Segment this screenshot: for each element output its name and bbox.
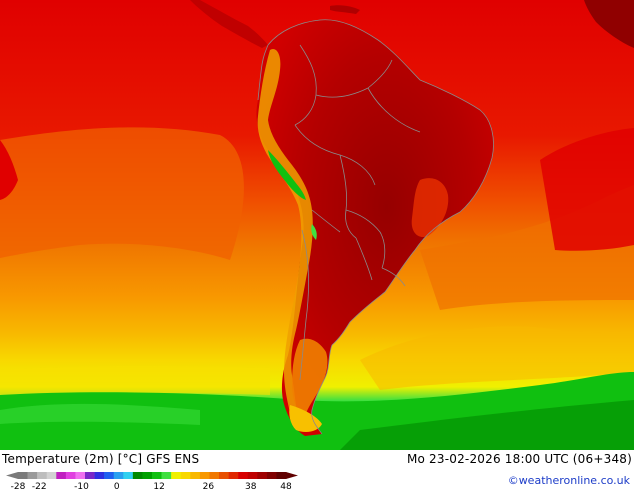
africa-west-tip (584, 0, 634, 48)
colorbar-cell (56, 472, 67, 479)
colorbar-tick-label: -28 (11, 482, 26, 490)
map-title: Temperature (2m) [°C] GFS ENS (2, 452, 200, 466)
andes-strip (257, 48, 313, 421)
colorbar-ticks: -28 -22 -10 0 12 26 38 48 (11, 482, 292, 490)
temperature-colorbar: -28 -22 -10 0 12 26 38 48 (6, 472, 298, 490)
ocean-lightgreen-west (0, 403, 200, 425)
colorbar-cell (199, 472, 210, 479)
brazil-highland (411, 178, 449, 238)
colorbar-cell (190, 472, 201, 479)
colorbar-cell (65, 472, 76, 479)
colorbar-arrow-low (6, 472, 18, 479)
colorbar-cell (37, 472, 48, 479)
colorbar-tick-label: -22 (32, 482, 47, 490)
colorbar-arrow-high (286, 472, 298, 479)
tierra-del-fuego (289, 405, 322, 432)
ocean-orange-southeast (360, 326, 634, 390)
colorbar-cell (46, 472, 57, 479)
andes-green-patch (268, 150, 306, 200)
ocean-warm-band-west (0, 127, 244, 260)
andes-green-patch-south (311, 224, 317, 240)
colorbar-tick-label: 12 (153, 482, 164, 490)
colorbar-cell (276, 472, 287, 479)
colorbar-cell (238, 472, 249, 479)
colorbar-cell (180, 472, 191, 479)
colorbar-cell (104, 472, 115, 479)
temperature-map (0, 0, 634, 450)
colorbar-cell (247, 472, 258, 479)
credit-link[interactable]: ©weatheronline.co.uk (507, 474, 630, 487)
ocean-hot-east (540, 128, 634, 251)
colorbar-cell (18, 472, 28, 479)
ocean-darkgreen-south (340, 400, 634, 450)
colorbar-cell (152, 472, 162, 479)
colorbar-cell (142, 472, 153, 479)
colorbar-cell (85, 472, 95, 479)
south-america-landmass (256, 19, 494, 436)
colorbar-tick-label: 0 (114, 482, 120, 490)
patagonia-cooler (292, 338, 328, 420)
valid-time: Mo 23-02-2026 18:00 UTC (06+348) (406, 452, 632, 466)
colorbar-cell (27, 472, 38, 479)
central-america (190, 0, 268, 48)
coast-small-hot (0, 140, 18, 200)
colorbar-cell (257, 472, 268, 479)
caribbean-islands (330, 5, 360, 14)
colorbar-cell (123, 472, 134, 479)
colorbar-tick-label: 48 (280, 482, 292, 490)
colorbar-cell (113, 472, 124, 479)
ocean-yellow-south (0, 365, 270, 395)
colorbar-cell (228, 472, 239, 479)
country-borders (257, 19, 494, 435)
colorbar-cell (266, 472, 277, 479)
colorbar-cell (94, 472, 105, 479)
colorbar-cell (219, 472, 229, 479)
colorbar-cell (171, 472, 182, 479)
colorbar-cell (161, 472, 172, 479)
colorbar-cells (6, 472, 298, 479)
colorbar-cell (209, 472, 220, 479)
colorbar-tick-label: -10 (74, 482, 89, 490)
colorbar-cell (75, 472, 86, 479)
colorbar-tick-label: 26 (203, 482, 215, 490)
colorbar-cell (132, 472, 143, 479)
colorbar-tick-label: 38 (245, 482, 257, 490)
